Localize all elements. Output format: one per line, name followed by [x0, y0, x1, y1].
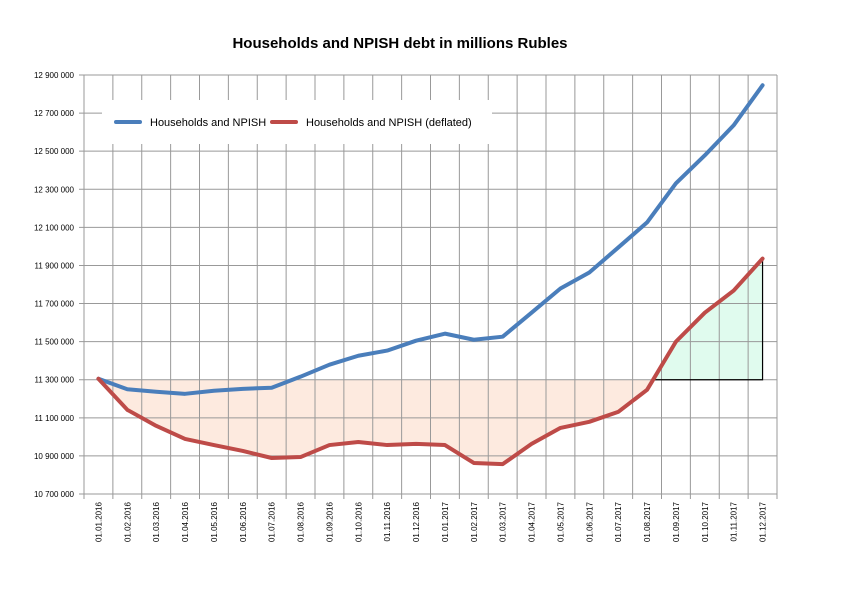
x-tick-label: 01.02.2017	[470, 501, 479, 542]
y-tick-label: 10 900 000	[34, 452, 75, 461]
y-tick-label: 11 100 000	[35, 414, 75, 423]
y-tick-label: 11 500 000	[35, 338, 75, 347]
x-tick-label: 01.08.2017	[643, 501, 652, 542]
legend-label: Households and NPISH	[150, 117, 266, 129]
x-tick-label: 01.06.2017	[585, 501, 594, 542]
y-tick-label: 11 900 000	[35, 261, 75, 270]
x-tick-label: 01.04.2016	[181, 501, 190, 542]
x-tick-label: 01.08.2016	[297, 501, 306, 542]
y-tick-label: 11 700 000	[35, 300, 75, 309]
y-tick-label: 12 100 000	[34, 223, 75, 232]
x-tick-label: 01.05.2016	[210, 501, 219, 542]
x-tick-label: 01.06.2016	[239, 501, 248, 542]
x-tick-label: 01.03.2016	[152, 501, 161, 542]
x-tick-label: 01.05.2017	[556, 501, 565, 542]
x-tick-label: 01.11.2017	[730, 501, 739, 541]
y-tick-label: 12 500 000	[34, 147, 75, 156]
y-tick-label: 12 300 000	[34, 185, 75, 194]
y-tick-label: 10 700 000	[34, 490, 75, 499]
x-tick-label: 01.07.2017	[614, 501, 623, 542]
y-tick-label: 12 900 000	[34, 71, 75, 80]
x-tick-label: 01.09.2016	[325, 501, 334, 542]
x-tick-label: 01.01.2017	[441, 501, 450, 542]
x-tick-label: 01.10.2017	[701, 501, 710, 542]
x-tick-label: 01.11.2016	[383, 501, 392, 541]
legend: Households and NPISH Households and NPISH…	[102, 100, 492, 144]
x-tick-label: 01.07.2016	[268, 501, 277, 542]
x-tick-label: 01.01.2016	[94, 501, 103, 542]
x-tick-label: 01.04.2017	[528, 501, 537, 542]
x-tick-label: 01.03.2017	[499, 501, 508, 542]
chart-title: Households and NPISH debt in millions Ru…	[232, 35, 567, 52]
legend-label: Households and NPISH (deflated)	[306, 117, 472, 129]
x-tick-label: 01.12.2017	[759, 501, 768, 542]
x-tick-label: 01.09.2017	[672, 501, 681, 542]
y-tick-label: 12 700 000	[34, 109, 75, 118]
x-tick-label: 01.10.2016	[354, 501, 363, 542]
x-tick-label: 01.12.2016	[412, 501, 421, 542]
x-tick-label: 01.02.2016	[123, 501, 132, 542]
y-tick-label: 11 300 000	[35, 376, 75, 385]
